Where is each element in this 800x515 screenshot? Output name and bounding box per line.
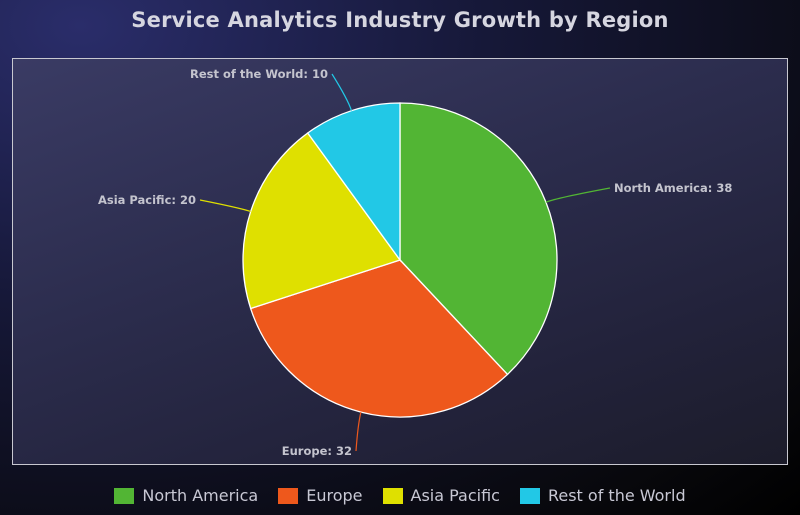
slice-label: Rest of the World: 10 xyxy=(190,67,328,81)
legend-swatch xyxy=(382,487,403,504)
legend-item-north-america[interactable]: North America xyxy=(114,486,258,505)
pie-slice-asia-pacific[interactable] xyxy=(242,132,402,310)
slice-label: Europe: 32 xyxy=(282,444,352,458)
leader-line xyxy=(331,73,353,111)
leader-lines xyxy=(199,73,611,452)
legend-label: Asia Pacific xyxy=(410,486,500,505)
legend: North America Europe Asia Pacific Rest o… xyxy=(0,486,800,505)
pie-slices xyxy=(242,102,558,418)
legend-label: Rest of the World xyxy=(547,486,686,505)
pie-slice-europe[interactable] xyxy=(249,259,509,418)
slice-label: Asia Pacific: 20 xyxy=(98,193,196,207)
legend-label: North America xyxy=(142,486,259,505)
legend-item-asia-pacific[interactable]: Asia Pacific xyxy=(382,486,500,505)
legend-swatch xyxy=(278,487,299,504)
chart-title: Service Analytics Industry Growth by Reg… xyxy=(131,8,669,32)
leader-line xyxy=(355,411,362,452)
legend-item-rest-of-the-world[interactable]: Rest of the World xyxy=(519,486,686,505)
legend-swatch xyxy=(519,487,540,504)
slice-labels: North America: 38 Europe: 32 Asia Pacific:… xyxy=(98,67,732,458)
legend-label: Europe xyxy=(306,486,363,505)
leader-line xyxy=(545,187,611,203)
legend-item-europe[interactable]: Europe xyxy=(278,486,363,505)
leader-line xyxy=(199,199,251,213)
legend-swatch xyxy=(114,487,135,504)
slice-label: North America: 38 xyxy=(614,181,732,195)
